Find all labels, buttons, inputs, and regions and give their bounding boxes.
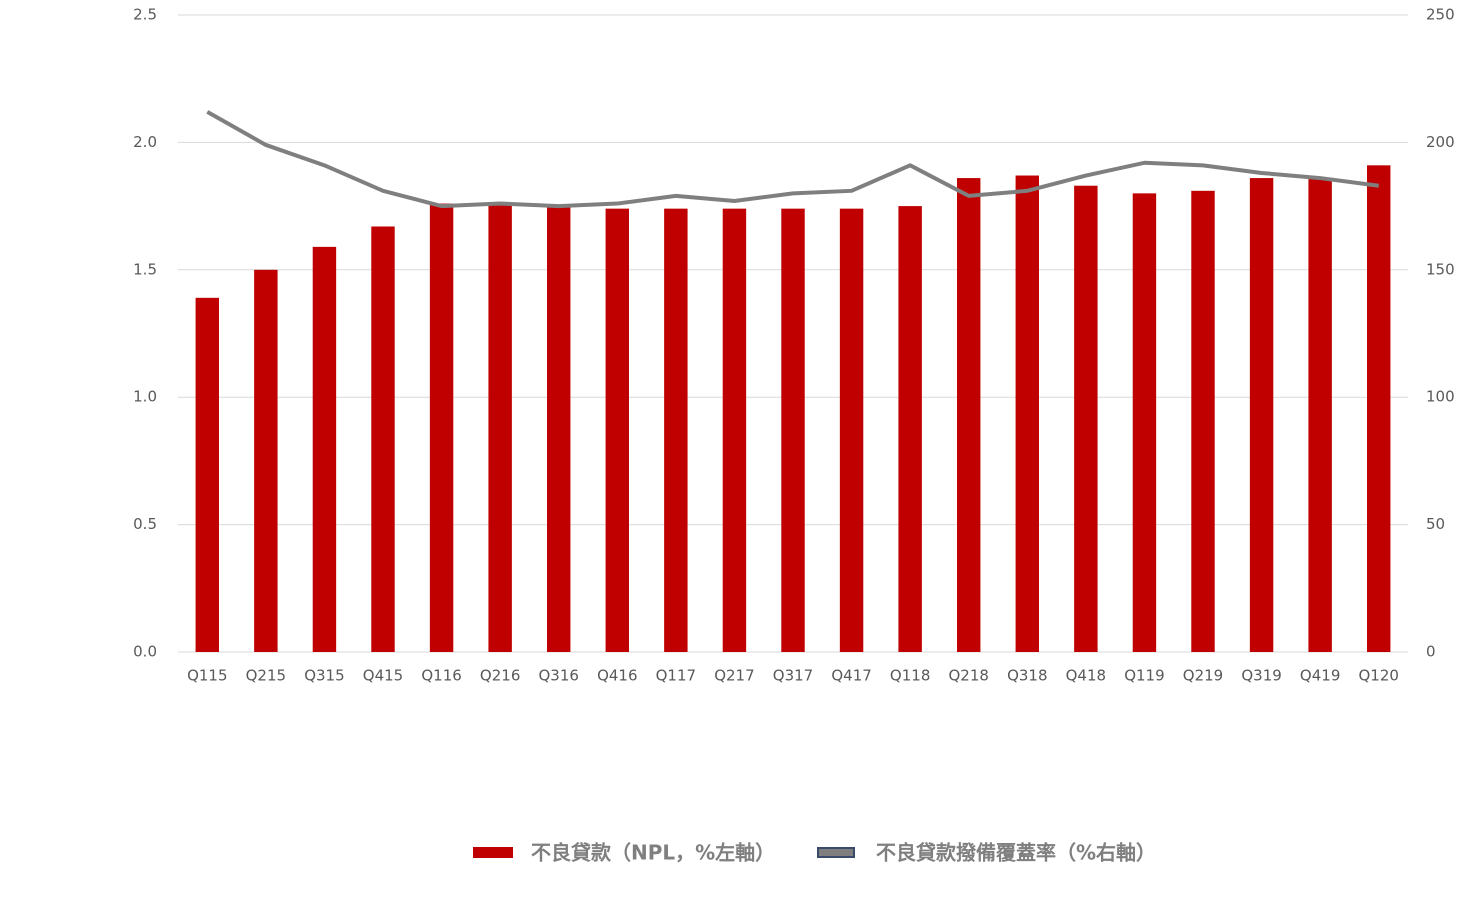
x-tick-label: Q316 <box>538 667 578 685</box>
x-tick-label: Q317 <box>773 667 813 685</box>
bar <box>839 208 864 652</box>
y2-tick-label: 150 <box>1426 260 1455 278</box>
x-tick-label: Q215 <box>246 667 286 685</box>
bar <box>312 246 337 653</box>
bar <box>1308 178 1332 652</box>
legend-label: 不良貸款撥備覆蓋率（%右軸） <box>876 841 1156 865</box>
bar <box>781 208 805 652</box>
x-tick-label: Q117 <box>656 667 696 685</box>
y2-tick-label: 100 <box>1426 388 1455 406</box>
bar <box>1249 178 1274 652</box>
x-tick-label: Q216 <box>480 667 520 685</box>
y2-tick-label: 50 <box>1426 515 1445 533</box>
x-tick-label: Q419 <box>1300 667 1340 685</box>
x-tick-label: Q319 <box>1241 667 1281 685</box>
x-tick-label: Q315 <box>304 667 344 685</box>
legend-swatch <box>817 847 855 858</box>
x-tick-label: Q415 <box>363 667 403 685</box>
bar <box>1074 185 1098 652</box>
bar <box>605 208 629 652</box>
bar <box>429 203 454 652</box>
y-tick-label: 2.0 <box>133 133 157 151</box>
line <box>206 110 1379 209</box>
y-tick-label: 1.5 <box>133 260 157 278</box>
bar <box>547 206 571 652</box>
x-tick-label: Q416 <box>597 667 637 685</box>
y-tick-label: 0.0 <box>133 643 157 661</box>
bar <box>898 206 922 652</box>
x-tick-label: Q116 <box>421 667 461 685</box>
x-tick-label: Q119 <box>1124 667 1164 685</box>
bar <box>1132 193 1157 653</box>
x-tick-label: Q217 <box>714 667 754 685</box>
bar <box>1191 190 1215 652</box>
y2-tick-label: 200 <box>1426 133 1455 151</box>
x-tick-label: Q318 <box>1007 667 1047 685</box>
y-tick-label: 0.5 <box>133 515 157 533</box>
bar <box>1015 175 1039 653</box>
x-tick-label: Q219 <box>1183 667 1223 685</box>
x-tick-label: Q118 <box>890 667 930 685</box>
bar <box>1367 165 1391 652</box>
bar <box>371 226 395 652</box>
legend-label: 不良貸款（NPL，%左軸） <box>531 841 775 865</box>
bar <box>957 178 981 652</box>
legend-swatch <box>473 847 513 858</box>
bar <box>488 203 512 652</box>
y-tick-label: 1.0 <box>133 388 157 406</box>
bar <box>664 208 688 652</box>
y2-tick-label: 250 <box>1426 6 1455 24</box>
x-tick-label: Q218 <box>948 667 988 685</box>
x-tick-label: Q417 <box>831 667 871 685</box>
x-tick-label: Q418 <box>1066 667 1106 685</box>
bar <box>722 208 747 652</box>
bar <box>254 269 278 652</box>
bar <box>195 297 219 652</box>
y-tick-label: 2.5 <box>133 6 157 24</box>
x-tick-label: Q115 <box>187 667 227 685</box>
y2-tick-label: 0 <box>1426 643 1436 661</box>
x-tick-label: Q120 <box>1358 667 1398 685</box>
